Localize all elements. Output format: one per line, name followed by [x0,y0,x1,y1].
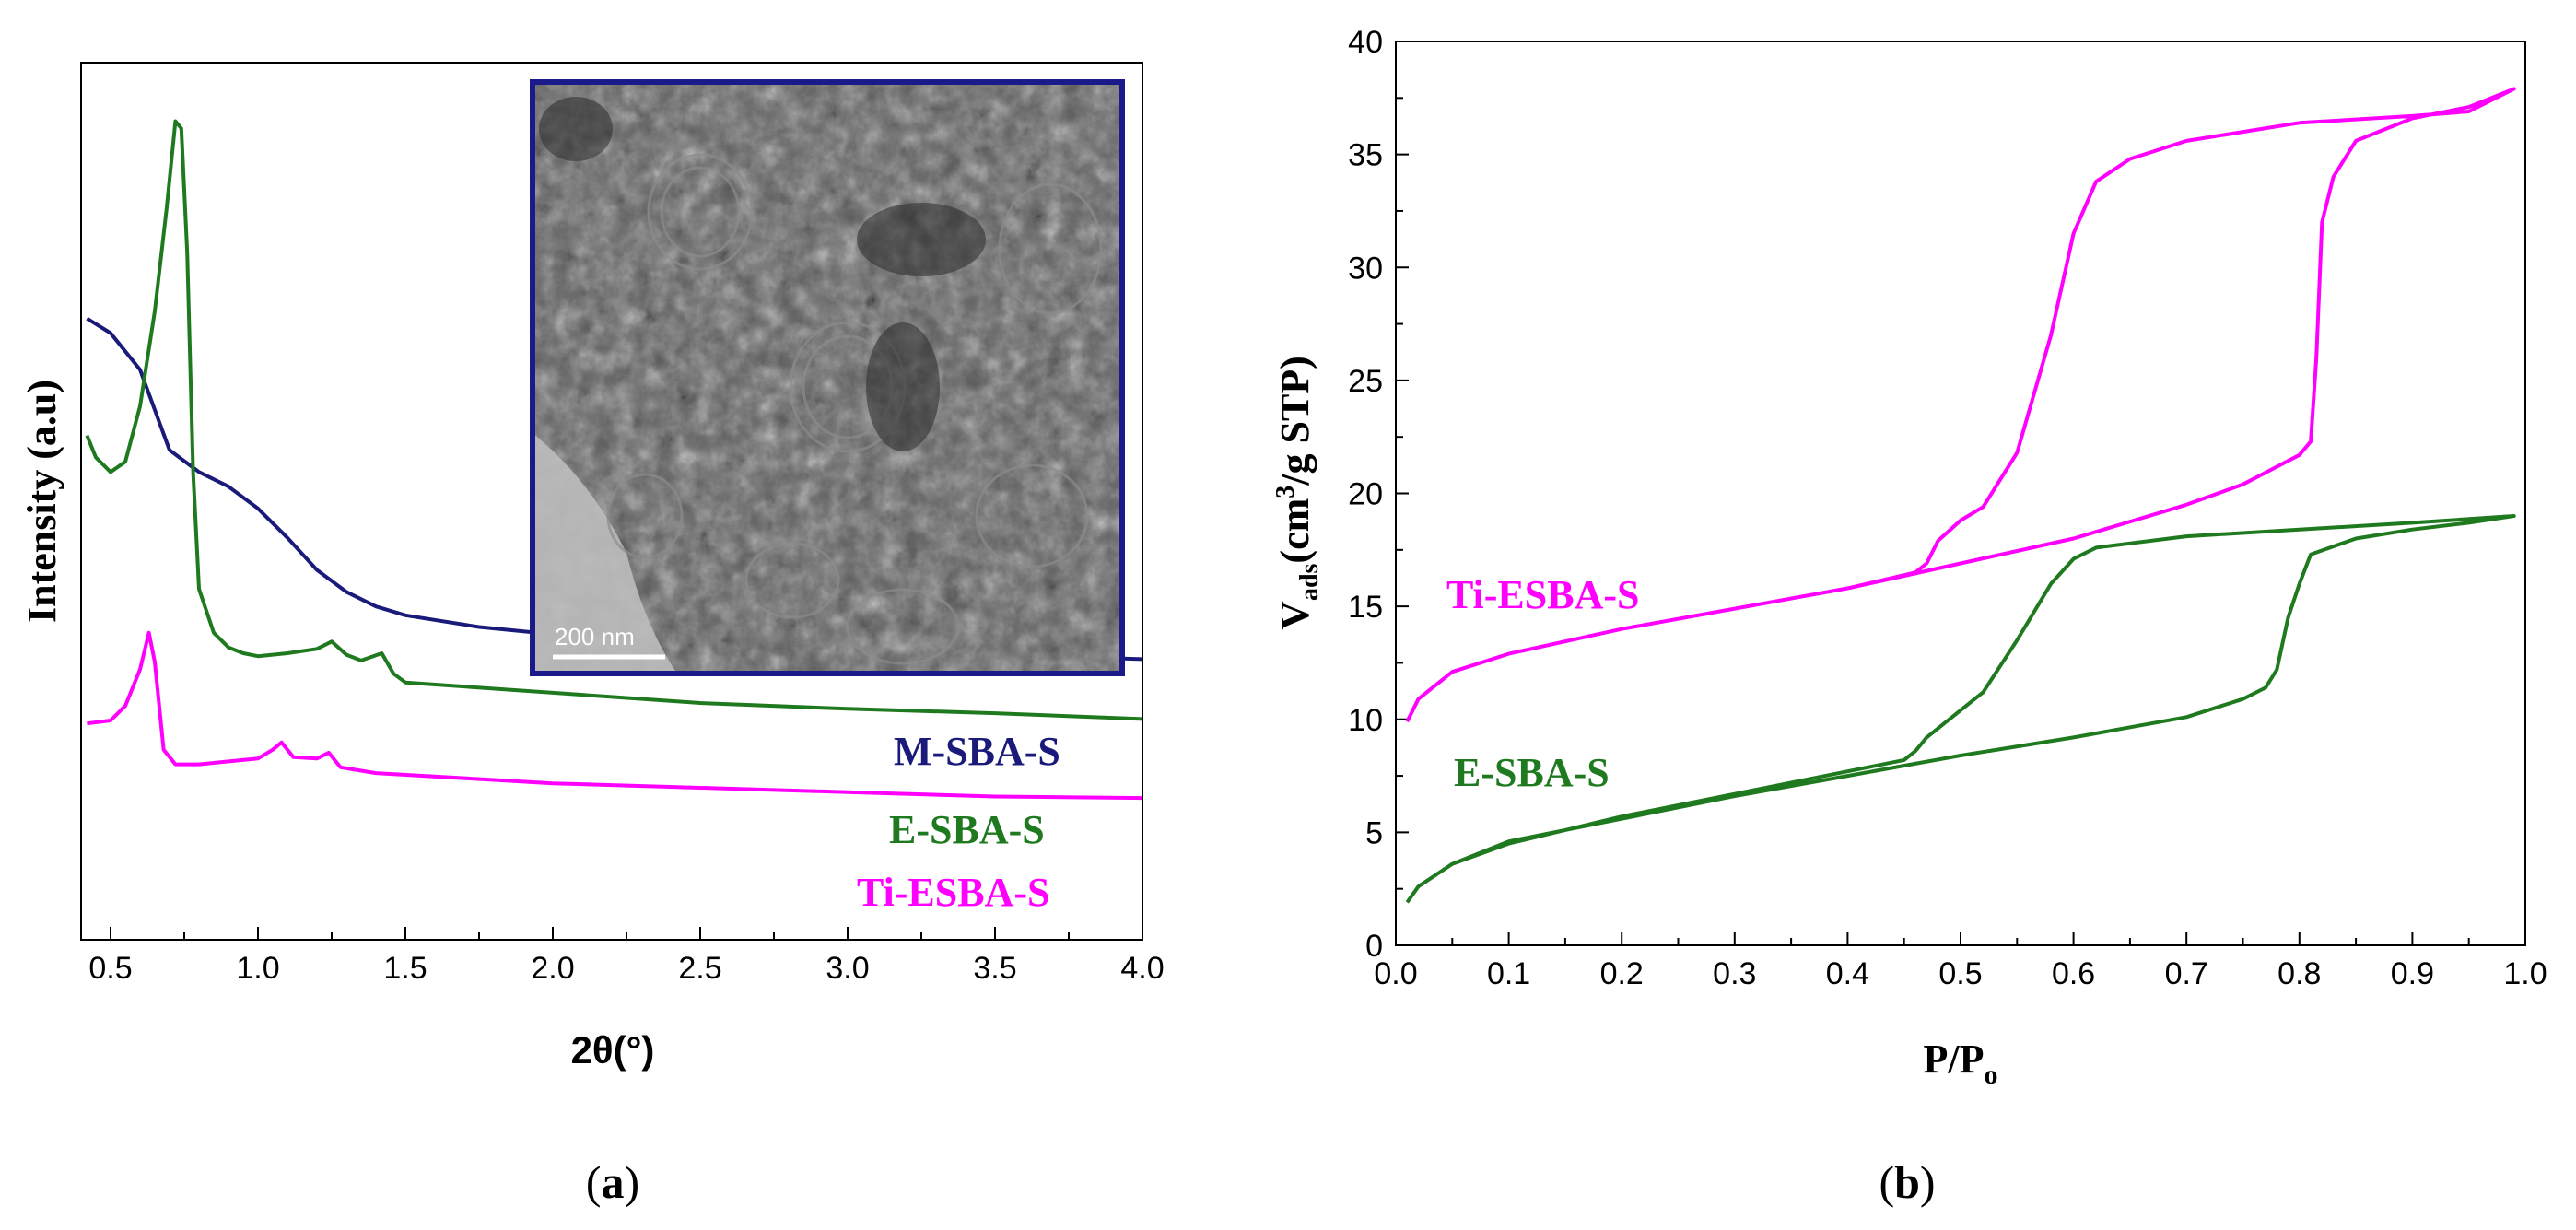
series-label-ti-esba-s-a: Ti-ESBA-S [857,870,1050,915]
panel-a-xrd-chart: 0.5 1.0 1.5 2.0 2.5 3.0 3.5 4.0 [19,62,1165,1208]
tem-inset-image: 200 nm [530,79,1125,676]
panel-b-label: (b) [1879,1156,1935,1208]
b-y-tick-label-7: 35 [1348,138,1383,173]
b-y-tick-label-4: 20 [1348,477,1383,512]
b-x-tick-label-3: 0.3 [1713,956,1756,991]
b-x-tick-label-4: 0.4 [1826,956,1869,991]
series-label-m-sba-s: M-SBA-S [894,729,1060,774]
b-x-tick-label-7: 0.7 [2165,956,2208,991]
a-x-tick-label-4: 2.5 [678,951,721,986]
b-x-tick-label-10: 1.0 [2503,956,2547,991]
panel-a-label: (a) [586,1156,639,1208]
b-x-tick-label-0: 0.0 [1374,956,1417,991]
a-x-tick-label-5: 3.0 [825,951,869,986]
panel-b-x-axis-title: P/Po [1924,1037,1998,1090]
b-y-tick-label-8: 40 [1348,25,1383,60]
b-x-tick-label-8: 0.8 [2277,956,2321,991]
a-x-tick-label-0: 0.5 [88,951,132,986]
b-x-tick-label-2: 0.2 [1600,956,1644,991]
b-x-tick-label-1: 0.1 [1487,956,1530,991]
b-y-tick-label-5: 25 [1348,364,1383,399]
b-y-tick-label-1: 5 [1365,815,1383,850]
panel-b-isotherm-chart: 0.0 0.1 0.2 0.3 0.4 0.5 0.6 0.7 0.8 0.9 1.0 0 5 10 15… [1271,25,2547,1208]
scale-bar-label: 200 nm [555,623,635,650]
panel-b-x-ticks: 0.0 0.1 0.2 0.3 0.4 0.5 0.6 0.7 0.8 0.9 1.0 [1374,932,2547,991]
panel-b-y-ticks: 0 5 10 15 20 25 30 35 40 [1348,25,1409,964]
b-x-tick-label-5: 0.5 [1938,956,1982,991]
b-y-tick-label-3: 15 [1348,590,1383,625]
a-x-tick-label-6: 3.5 [973,951,1016,986]
panel-a-x-axis-title: 2θ(°) [571,1028,655,1072]
panel-b-y-axis-title: Vads(cm3/g STP) [1271,356,1324,630]
b-y-tick-label-2: 10 [1348,703,1383,738]
series-line-e-sba-s-a [85,119,1142,721]
b-x-tick-label-6: 0.6 [2052,956,2095,991]
series-label-e-sba-s-b: E-SBA-S [1454,750,1610,795]
b-y-tick-label-0: 0 [1365,929,1383,964]
series-line-ti-esba-s-b [1405,87,2516,723]
a-x-tick-label-3: 2.0 [531,951,574,986]
panel-a-x-ticks: 0.5 1.0 1.5 2.0 2.5 3.0 3.5 4.0 [88,927,1165,986]
series-line-e-sba-s-b [1405,514,2516,904]
b-x-tick-label-9: 0.9 [2391,956,2434,991]
series-label-e-sba-s: E-SBA-S [889,807,1045,852]
series-line-ti-esba-s-a [87,630,1142,801]
a-x-tick-label-2: 1.5 [383,951,427,986]
panel-b-series [1405,87,2516,904]
series-label-ti-esba-s-b: Ti-ESBA-S [1446,572,1640,617]
a-x-tick-label-1: 1.0 [236,951,279,986]
panel-a-y-axis-title: Intensity (a.u) [19,380,64,623]
a-x-tick-label-7: 4.0 [1120,951,1164,986]
b-y-tick-label-6: 30 [1348,251,1383,286]
